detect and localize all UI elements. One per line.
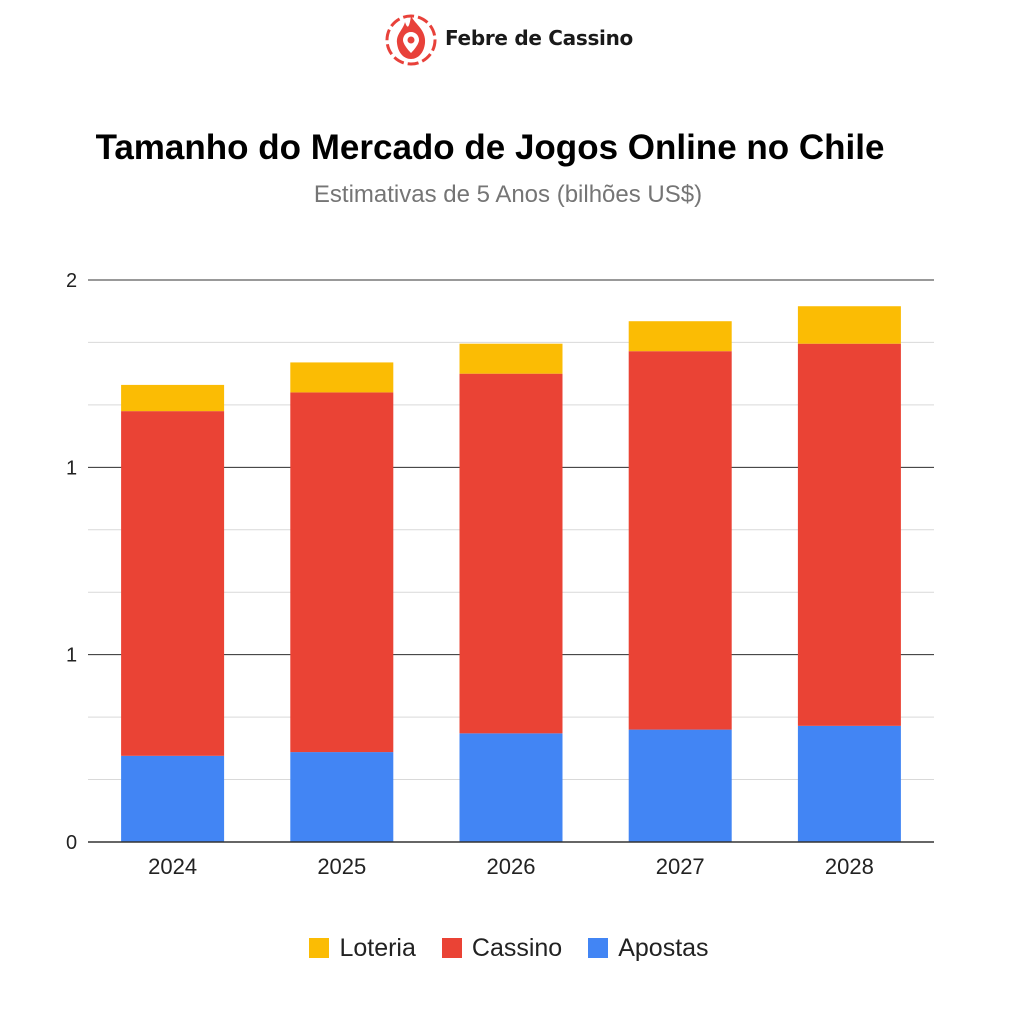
stacked-bar-chart: 0 1 1 2 2024 2025 2026 2027 2028 bbox=[66, 270, 934, 879]
bar-apostas-2027 bbox=[628, 729, 732, 842]
bar-apostas-2026 bbox=[459, 733, 563, 842]
legend-label: Apostas bbox=[618, 933, 709, 962]
legend-item-cassino: Cassino bbox=[441, 933, 563, 963]
y-tick-label: 1 bbox=[66, 645, 77, 667]
y-tick-label: 1 bbox=[66, 457, 77, 479]
x-tick-label: 2027 bbox=[656, 854, 705, 879]
legend-label: Cassino bbox=[471, 933, 563, 962]
x-tick-label: 2028 bbox=[825, 854, 874, 879]
bar-cassino-2026 bbox=[459, 373, 563, 734]
legend-swatch bbox=[441, 938, 462, 958]
chart-subtitle: Estimativas de 5 Anos (bilhões US$) bbox=[313, 181, 703, 208]
brand-header: Febre de Cassino bbox=[0, 10, 1018, 66]
legend-item-apostas: Apostas bbox=[588, 933, 709, 963]
bar-loteria-2028 bbox=[797, 306, 901, 344]
x-tick-label: 2026 bbox=[487, 854, 536, 879]
x-tick-label: 2024 bbox=[148, 854, 197, 879]
bar-apostas-2028 bbox=[797, 725, 901, 842]
legend-swatch bbox=[588, 938, 609, 958]
bar-cassino-2024 bbox=[121, 411, 225, 756]
x-tick-label: 2025 bbox=[317, 854, 366, 879]
flame-pin-icon bbox=[385, 14, 437, 66]
y-tick-label: 0 bbox=[66, 832, 77, 854]
chart-legend: Loteria Cassino Apostas bbox=[0, 930, 1018, 966]
bar-apostas-2025 bbox=[290, 752, 394, 842]
legend-swatch bbox=[309, 938, 330, 958]
brand-name: Febre de Cassino bbox=[445, 26, 633, 50]
bar-cassino-2025 bbox=[290, 392, 394, 753]
bar-apostas-2024 bbox=[121, 755, 225, 842]
bar-loteria-2026 bbox=[459, 343, 563, 374]
bar-loteria-2024 bbox=[121, 384, 225, 412]
chart-title: Tamanho do Mercado de Jogos Online no Ch… bbox=[95, 128, 885, 167]
bar-cassino-2028 bbox=[797, 343, 901, 726]
bar-loteria-2025 bbox=[290, 362, 394, 393]
y-tick-label: 2 bbox=[66, 270, 77, 292]
bar-loteria-2027 bbox=[628, 321, 732, 352]
legend-label: Loteria bbox=[339, 933, 416, 962]
bar-cassino-2027 bbox=[628, 351, 732, 730]
legend-item-loteria: Loteria bbox=[309, 933, 416, 963]
